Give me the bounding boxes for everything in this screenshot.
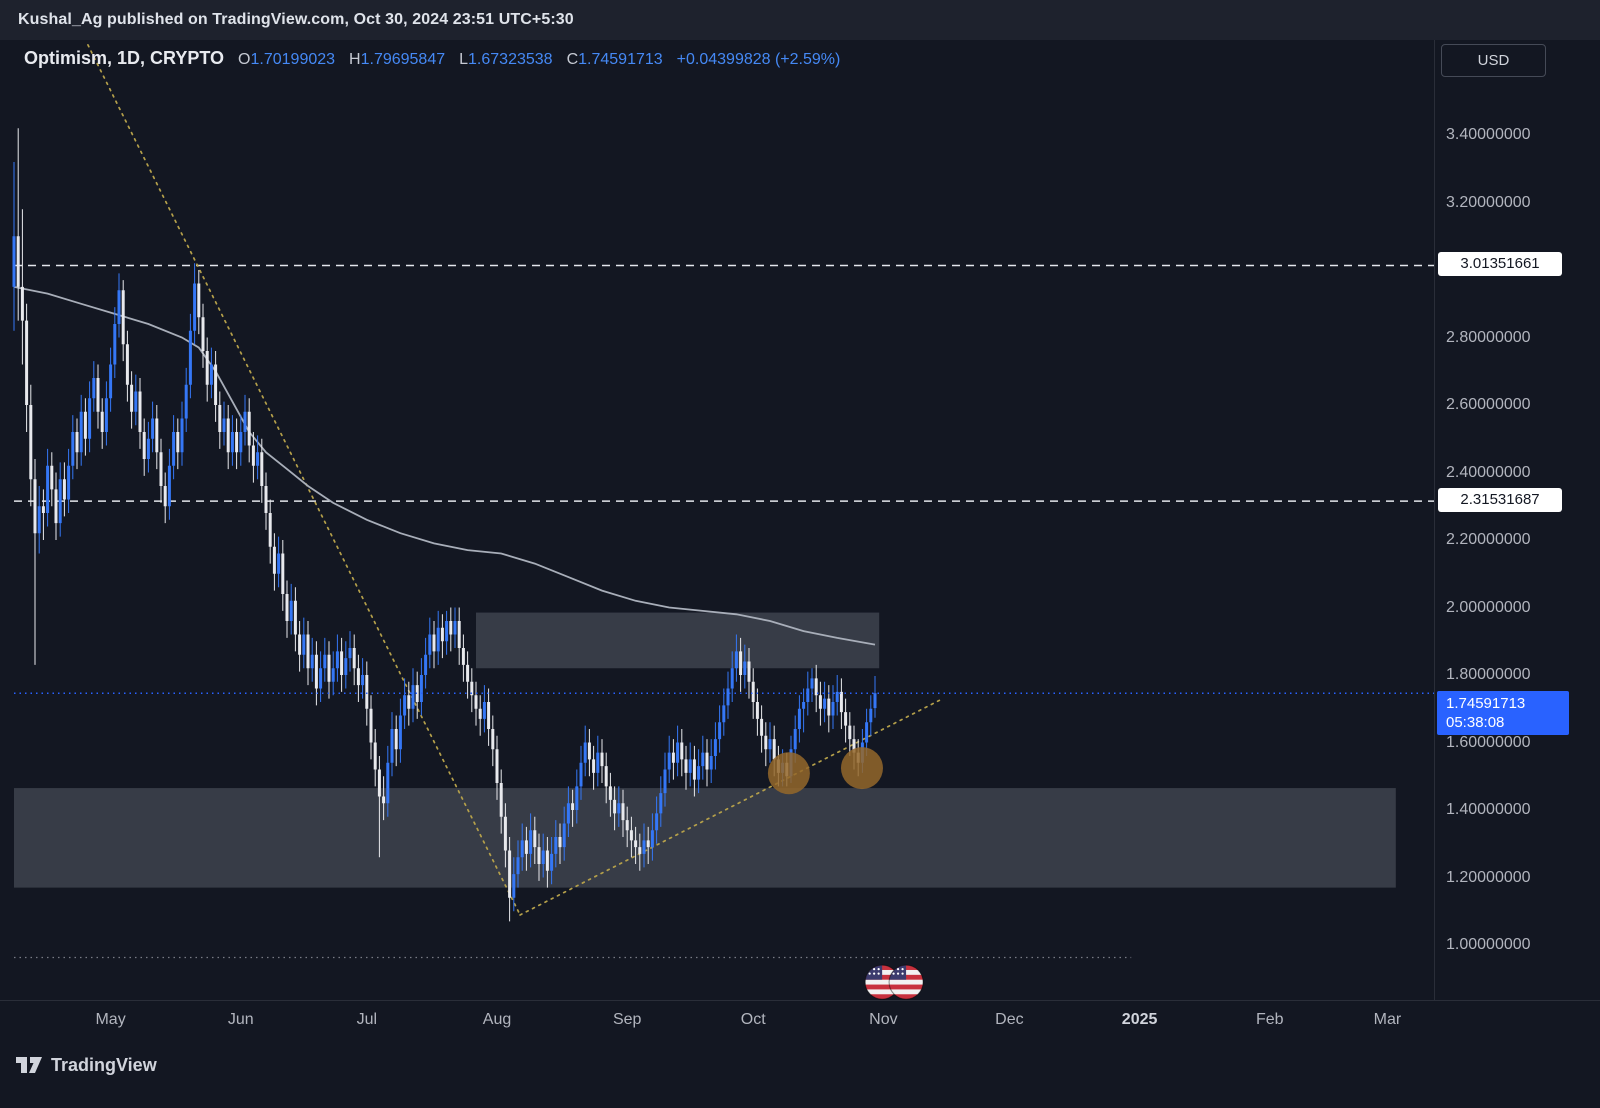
price-tick: 2.00000000 <box>1446 598 1531 616</box>
ohlc-low-value: 1.67323538 <box>468 51 553 68</box>
level-price-label: 2.31531687 <box>1438 488 1562 513</box>
footer: TradingView <box>0 1042 1600 1088</box>
time-axis-label: Nov <box>869 1011 898 1028</box>
tradingview-brand[interactable]: TradingView <box>51 1054 157 1075</box>
ohlc-open: O1.70199023 <box>238 51 335 69</box>
ohlc-high-value: 1.79695847 <box>360 51 446 68</box>
zone-supply <box>476 612 880 669</box>
us-flag-icon <box>864 964 900 1000</box>
level-price-label: 3.01351661 <box>1438 252 1562 277</box>
ohlc-high-label: H <box>349 51 361 68</box>
symbol-title[interactable]: Optimism, 1D, CRYPTO <box>24 48 225 68</box>
time-axis-label: Dec <box>995 1011 1024 1028</box>
price-tick: 2.60000000 <box>1446 396 1531 413</box>
candlestick-series <box>12 128 877 922</box>
time-axis-label: 2025 <box>1121 1011 1158 1028</box>
time-axis-label: Feb <box>1256 1011 1284 1028</box>
price-axis[interactable]: 3.40000000 3.20000000 2.80000000 2.60000000… <box>1434 40 1600 1000</box>
time-axis-label: May <box>95 1011 126 1028</box>
trendline-descending-dotted <box>87 44 521 916</box>
price-tick: 1.00000000 <box>1446 936 1531 953</box>
chart-canvas[interactable] <box>0 40 1434 1000</box>
price-tick: 1.80000000 <box>1446 666 1531 683</box>
price-tick: 2.40000000 <box>1446 463 1531 481</box>
price-tick: 3.40000000 <box>1446 126 1531 143</box>
publish-bar-text: Kushal_Ag published on TradingView.com, … <box>18 11 574 28</box>
countdown-timer: 05:38:08 <box>1446 714 1505 732</box>
time-axis-label: Oct <box>740 1011 766 1028</box>
price-tick: 1.40000000 <box>1446 801 1531 818</box>
price-tick: 2.20000000 <box>1446 531 1531 548</box>
currency-usd-button[interactable]: USD <box>1441 44 1546 77</box>
ohlc-close: C1.74591713 <box>567 51 663 69</box>
price-tick: 1.20000000 <box>1446 868 1531 886</box>
time-axis-label: Jun <box>227 1011 254 1028</box>
symbol-info: Optimism, 1D, CRYPTO O1.70199023 H1.7969… <box>24 48 840 69</box>
last-price-value: 1.74591713 <box>1446 695 1526 713</box>
price-tick: 3.20000000 <box>1446 193 1531 211</box>
zone-demand <box>14 788 1396 888</box>
time-axis[interactable]: May Jun Jul Aug Sep Oct Nov Dec 2025 Feb Mar <box>0 1000 1600 1042</box>
publish-bar: Kushal_Ag published on TradingView.com, … <box>0 0 1600 40</box>
us-flag-icon <box>888 964 924 1000</box>
time-axis-label: Jul <box>356 1011 378 1028</box>
time-axis-label: Aug <box>482 1011 512 1028</box>
price-change: +0.04399828 (+2.59%) <box>676 51 841 68</box>
moving-average-line <box>13 286 876 646</box>
ohlc-low: L1.67323538 <box>459 51 552 69</box>
chart-svg <box>12 44 1434 1000</box>
ohlc-high: H1.79695847 <box>349 51 445 69</box>
tradingview-logo-icon[interactable] <box>16 1055 42 1075</box>
last-price-label: 1.74591713 05:38:08 <box>1437 691 1569 736</box>
time-axis-label: Sep <box>612 1011 642 1028</box>
price-tick: 1.60000000 <box>1446 733 1531 751</box>
annotation-circle <box>767 752 810 795</box>
ohlc-close-label: C <box>566 51 579 68</box>
time-axis-label: Mar <box>1373 1011 1402 1028</box>
price-tick: 2.80000000 <box>1446 328 1531 346</box>
ohlc-open-label: O <box>238 51 251 68</box>
ohlc-open-value: 1.70199023 <box>250 51 336 68</box>
annotation-circle <box>840 747 883 790</box>
trendline-ascending-dotted <box>519 699 941 916</box>
ohlc-close-value: 1.74591713 <box>578 51 663 68</box>
ohlc-low-label: L <box>459 51 469 68</box>
